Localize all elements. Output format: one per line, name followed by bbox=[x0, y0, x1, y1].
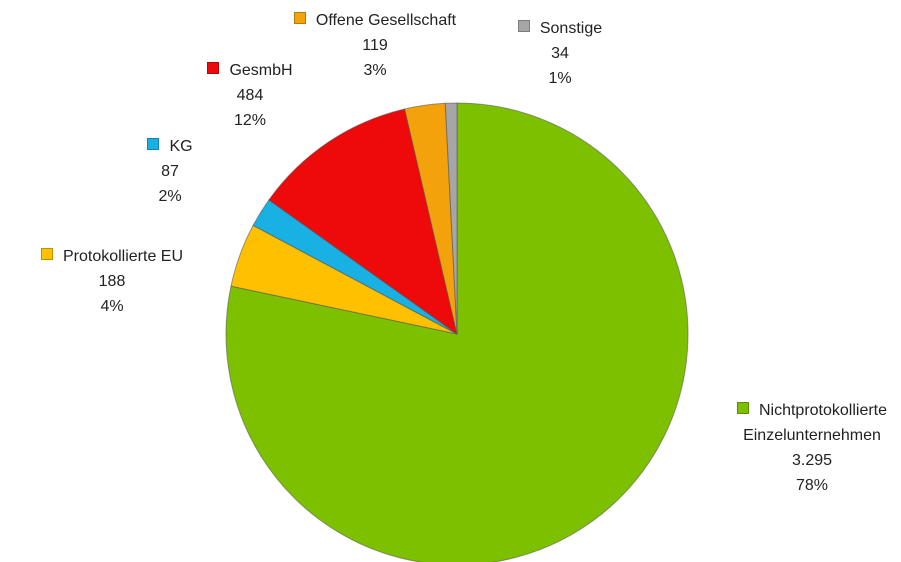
percent-label: 2% bbox=[158, 188, 182, 205]
category-name: Sonstige bbox=[539, 20, 603, 37]
category-name: Protokollierte EU bbox=[62, 248, 184, 265]
legend-swatch bbox=[40, 248, 53, 260]
percent-label: 3% bbox=[363, 62, 387, 79]
label-category: Protokollierte EU bbox=[12, 244, 212, 269]
value-label: 484 bbox=[236, 87, 264, 104]
value-label: 188 bbox=[98, 273, 126, 290]
legend-swatch bbox=[517, 20, 530, 32]
legend-swatch bbox=[207, 62, 220, 74]
value-label: 87 bbox=[161, 163, 179, 180]
category-name: Nichtprotokollierte Einzelunternehmen bbox=[743, 402, 888, 444]
percent-label: 78% bbox=[795, 477, 829, 494]
legend-swatch bbox=[736, 402, 749, 414]
percent-label: 12% bbox=[233, 112, 267, 129]
pie-slice bbox=[268, 108, 458, 336]
pie-slice bbox=[444, 102, 458, 335]
label-category: GesmbH bbox=[180, 58, 320, 83]
legend-swatch bbox=[293, 12, 306, 24]
value-label: 119 bbox=[362, 37, 388, 54]
value-label: 3.295 bbox=[791, 452, 833, 469]
value-label: 34 bbox=[551, 45, 569, 62]
data-label: Sonstige 34 1% bbox=[490, 16, 630, 91]
label-category: Sonstige bbox=[490, 16, 630, 41]
legend-swatch bbox=[147, 138, 160, 150]
pie-slice bbox=[225, 102, 689, 562]
data-label: Protokollierte EU 188 4% bbox=[12, 244, 212, 319]
label-category: Nichtprotokollierte Einzelunternehmen bbox=[707, 398, 901, 448]
label-category: Offene Gesellschaft bbox=[275, 8, 475, 33]
data-label: KG 87 2% bbox=[110, 134, 230, 209]
data-label: Nichtprotokollierte Einzelunternehmen 3.2… bbox=[707, 398, 901, 498]
percent-label: 4% bbox=[100, 298, 124, 315]
data-label: GesmbH 484 12% bbox=[180, 58, 320, 133]
category-name: Offene Gesellschaft bbox=[315, 12, 457, 29]
percent-label: 1% bbox=[548, 70, 572, 87]
data-label: Offene Gesellschaft 119 3% bbox=[275, 8, 475, 83]
category-name: GesmbH bbox=[229, 62, 293, 79]
category-name: KG bbox=[169, 138, 193, 155]
label-category: KG bbox=[110, 134, 230, 159]
